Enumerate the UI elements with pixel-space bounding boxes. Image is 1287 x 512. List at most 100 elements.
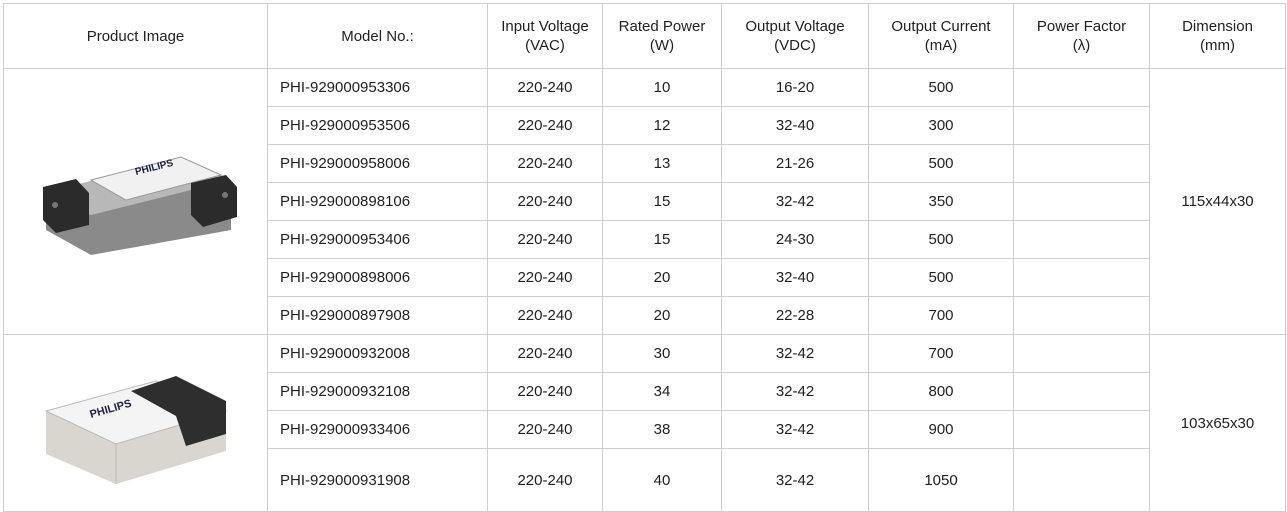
value-cell: 16-20	[722, 69, 869, 107]
value-cell: 500	[869, 259, 1014, 297]
dimension-cell: 115x44x30	[1150, 69, 1286, 335]
power-factor-cell	[1014, 411, 1150, 449]
header-line: Product Image	[4, 27, 267, 46]
value-cell: 20	[603, 259, 722, 297]
header-cell: Power Factor(λ)	[1014, 4, 1150, 69]
header-line: (VDC)	[722, 36, 868, 55]
model-cell: PHI-929000932108	[268, 373, 488, 411]
image-cell: PHILIPS	[4, 69, 268, 335]
value-cell: 32-42	[722, 449, 869, 512]
model-cell: PHI-929000897908	[268, 297, 488, 335]
value-cell: 15	[603, 183, 722, 221]
power-factor-cell	[1014, 221, 1150, 259]
power-factor-cell	[1014, 183, 1150, 221]
value-cell: 32-40	[722, 107, 869, 145]
power-factor-cell	[1014, 373, 1150, 411]
product-image: PHILIPS	[36, 356, 236, 486]
model-cell: PHI-929000953406	[268, 221, 488, 259]
header-cell: Input Voltage(VAC)	[488, 4, 603, 69]
header-line: Model No.:	[268, 27, 487, 46]
header-cell: Product Image	[4, 4, 268, 69]
value-cell: 21-26	[722, 145, 869, 183]
value-cell: 32-42	[722, 183, 869, 221]
header-line: Output Voltage	[722, 17, 868, 36]
value-cell: 38	[603, 411, 722, 449]
model-cell: PHI-929000958006	[268, 145, 488, 183]
value-cell: 220-240	[488, 69, 603, 107]
value-cell: 500	[869, 221, 1014, 259]
value-cell: 15	[603, 221, 722, 259]
value-cell: 12	[603, 107, 722, 145]
value-cell: 350	[869, 183, 1014, 221]
value-cell: 220-240	[488, 335, 603, 373]
value-cell: 24-30	[722, 221, 869, 259]
header-cell: Rated Power(W)	[603, 4, 722, 69]
value-cell: 22-28	[722, 297, 869, 335]
value-cell: 32-42	[722, 411, 869, 449]
header-line: (λ)	[1014, 36, 1149, 55]
header-line: Power Factor	[1014, 17, 1149, 36]
value-cell: 220-240	[488, 107, 603, 145]
value-cell: 220-240	[488, 183, 603, 221]
model-cell: PHI-929000898006	[268, 259, 488, 297]
value-cell: 32-42	[722, 373, 869, 411]
image-cell: PHILIPS	[4, 335, 268, 512]
header-line: (VAC)	[488, 36, 602, 55]
model-cell: PHI-929000898106	[268, 183, 488, 221]
value-cell: 300	[869, 107, 1014, 145]
model-cell: PHI-929000933406	[268, 411, 488, 449]
power-factor-cell	[1014, 107, 1150, 145]
header-cell: Output Current(mA)	[869, 4, 1014, 69]
value-cell: 500	[869, 145, 1014, 183]
value-cell: 13	[603, 145, 722, 183]
model-cell: PHI-929000932008	[268, 335, 488, 373]
product-image: PHILIPS	[31, 135, 241, 265]
header-line: (W)	[603, 36, 721, 55]
value-cell: 220-240	[488, 373, 603, 411]
value-cell: 220-240	[488, 145, 603, 183]
value-cell: 220-240	[488, 297, 603, 335]
value-cell: 40	[603, 449, 722, 512]
value-cell: 220-240	[488, 259, 603, 297]
value-cell: 30	[603, 335, 722, 373]
value-cell: 800	[869, 373, 1014, 411]
header-line: (mm)	[1150, 36, 1285, 55]
header-line: Output Current	[869, 17, 1013, 36]
value-cell: 32-42	[722, 335, 869, 373]
header-line: (mA)	[869, 36, 1013, 55]
model-cell: PHI-929000953306	[268, 69, 488, 107]
power-factor-cell	[1014, 297, 1150, 335]
header-cell: Dimension(mm)	[1150, 4, 1286, 69]
value-cell: 700	[869, 297, 1014, 335]
header-line: Dimension	[1150, 17, 1285, 36]
model-cell: PHI-929000931908	[268, 449, 488, 512]
value-cell: 34	[603, 373, 722, 411]
dimension-cell: 103x65x30	[1150, 335, 1286, 512]
value-cell: 220-240	[488, 449, 603, 512]
value-cell: 20	[603, 297, 722, 335]
value-cell: 220-240	[488, 411, 603, 449]
power-factor-cell	[1014, 145, 1150, 183]
power-factor-cell	[1014, 259, 1150, 297]
model-cell: PHI-929000953506	[268, 107, 488, 145]
value-cell: 700	[869, 335, 1014, 373]
header-line: Input Voltage	[488, 17, 602, 36]
header-cell: Model No.:	[268, 4, 488, 69]
header-cell: Output Voltage(VDC)	[722, 4, 869, 69]
value-cell: 500	[869, 69, 1014, 107]
power-factor-cell	[1014, 335, 1150, 373]
power-factor-cell	[1014, 449, 1150, 512]
value-cell: 1050	[869, 449, 1014, 512]
value-cell: 10	[603, 69, 722, 107]
power-factor-cell	[1014, 69, 1150, 107]
value-cell: 32-40	[722, 259, 869, 297]
header-line: Rated Power	[603, 17, 721, 36]
page: Product ImageModel No.:Input Voltage(VAC…	[0, 0, 1287, 511]
value-cell: 900	[869, 411, 1014, 449]
value-cell: 220-240	[488, 221, 603, 259]
